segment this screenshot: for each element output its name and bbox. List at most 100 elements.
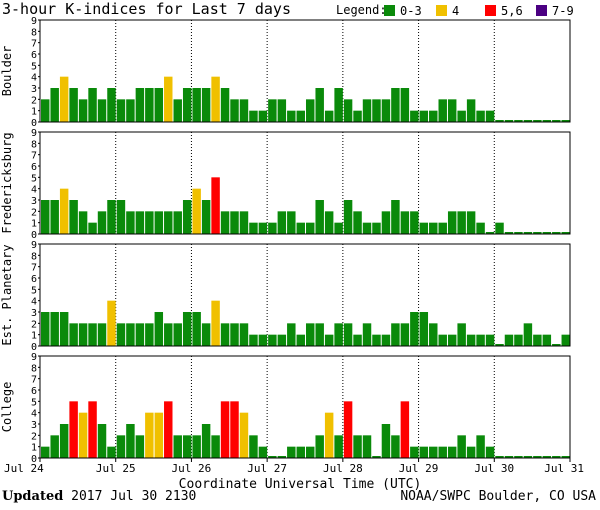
k-index-bar: [410, 312, 419, 346]
k-index-bar: [381, 99, 391, 122]
y-tick-label: 3: [31, 84, 37, 95]
k-index-bar: [50, 435, 59, 458]
k-index-bar: [59, 76, 69, 122]
k-index-bar: [69, 88, 78, 122]
k-index-bar: [277, 456, 287, 458]
k-index-bar: [220, 88, 230, 122]
k-index-bar: [343, 323, 353, 346]
k-index-bar: [410, 110, 419, 122]
k-index-bar: [116, 323, 126, 346]
k-index-bar: [258, 446, 268, 458]
k-index-bar: [116, 435, 126, 458]
k-index-bar: [552, 344, 561, 346]
k-index-bar: [135, 211, 145, 234]
k-index-bar: [277, 211, 287, 234]
legend-swatch-4: [536, 5, 547, 16]
chart-header: 3-hour K-indices for Last 7 days Legend:…: [2, 0, 574, 18]
k-index-bar: [239, 99, 249, 122]
k-index-bar: [372, 456, 381, 458]
k-index-bar: [107, 300, 116, 346]
k-index-bar: [523, 456, 533, 458]
k-index-bar: [164, 76, 173, 122]
k-index-bar: [514, 232, 523, 234]
k-index-bar: [211, 177, 220, 234]
legend-swatch-2: [436, 5, 447, 16]
k-index-bar: [542, 334, 552, 346]
k-index-bar: [476, 222, 485, 234]
k-index-bar: [457, 110, 466, 122]
k-index-bar: [485, 232, 495, 234]
k-index-bar: [164, 211, 173, 234]
k-index-bar: [182, 88, 192, 122]
k-index-bar: [457, 435, 466, 458]
k-index-bar: [230, 323, 239, 346]
k-index-bar: [182, 435, 192, 458]
k-index-bar: [296, 110, 305, 122]
k-index-bar: [495, 222, 504, 234]
k-index-bar: [249, 222, 258, 234]
k-index-bar: [220, 401, 230, 458]
y-tick-label: 7: [31, 375, 37, 386]
k-index-bar: [268, 456, 277, 458]
y-tick-label: 5: [31, 173, 37, 184]
k-index-bar: [334, 435, 343, 458]
k-index-bar: [429, 323, 438, 346]
k-index-bar: [230, 401, 239, 458]
y-tick-label: 6: [31, 162, 37, 173]
y-tick-label: 2: [31, 319, 37, 330]
k-index-bar: [50, 312, 59, 346]
k-index-bar: [315, 200, 324, 234]
y-tick-label: 1: [31, 107, 37, 118]
k-index-bar: [268, 334, 277, 346]
k-index-bar: [182, 200, 192, 234]
y-tick-label: 2: [31, 207, 37, 218]
x-tick-label: Jul 29: [399, 462, 439, 475]
k-index-bar: [334, 88, 343, 122]
k-index-bar: [69, 200, 78, 234]
k-index-bar: [41, 446, 50, 458]
y-tick-label: 3: [31, 196, 37, 207]
k-index-bar: [523, 120, 533, 122]
y-tick-label: 9: [31, 128, 37, 139]
k-index-bar: [561, 232, 570, 234]
k-index-bar: [495, 120, 504, 122]
k-index-bar: [277, 334, 287, 346]
x-tick-label: Jul 25: [96, 462, 136, 475]
k-index-bar: [173, 323, 182, 346]
k-index-chart: 3-hour K-indices for Last 7 days Legend:…: [0, 0, 584, 490]
k-index-bar: [173, 435, 182, 458]
k-index-bar: [485, 110, 495, 122]
k-index-bar: [97, 424, 107, 458]
x-tick-label: Jul 24: [4, 462, 44, 475]
k-index-bar: [447, 334, 457, 346]
k-index-bar: [154, 412, 164, 458]
k-index-bar: [306, 446, 315, 458]
k-index-bar: [400, 323, 410, 346]
k-index-bar: [126, 424, 135, 458]
k-index-bar: [154, 211, 164, 234]
k-index-bar: [78, 323, 88, 346]
k-index-bar: [239, 412, 249, 458]
k-index-bar: [429, 110, 438, 122]
k-index-bar: [145, 323, 154, 346]
k-index-bar: [400, 211, 410, 234]
updated-label: Updated: [2, 489, 64, 504]
panel-frame: [39, 19, 571, 123]
y-tick-label: 1: [31, 443, 37, 454]
k-index-bar: [249, 334, 258, 346]
k-index-bar: [495, 456, 504, 458]
k-index-bar: [419, 446, 429, 458]
k-index-bar: [239, 211, 249, 234]
k-index-bar: [438, 99, 447, 122]
credit-text: NOAA/SWPC Boulder, CO USA: [400, 489, 596, 504]
k-index-bar: [419, 222, 429, 234]
x-axis-label: Coordinate Universal Time (UTC): [179, 477, 422, 490]
k-index-bar: [249, 435, 258, 458]
y-tick-label: 9: [31, 16, 37, 27]
k-index-bar: [324, 334, 334, 346]
y-tick-label: 7: [31, 151, 37, 162]
k-index-bar: [466, 99, 476, 122]
k-index-bar: [466, 446, 476, 458]
